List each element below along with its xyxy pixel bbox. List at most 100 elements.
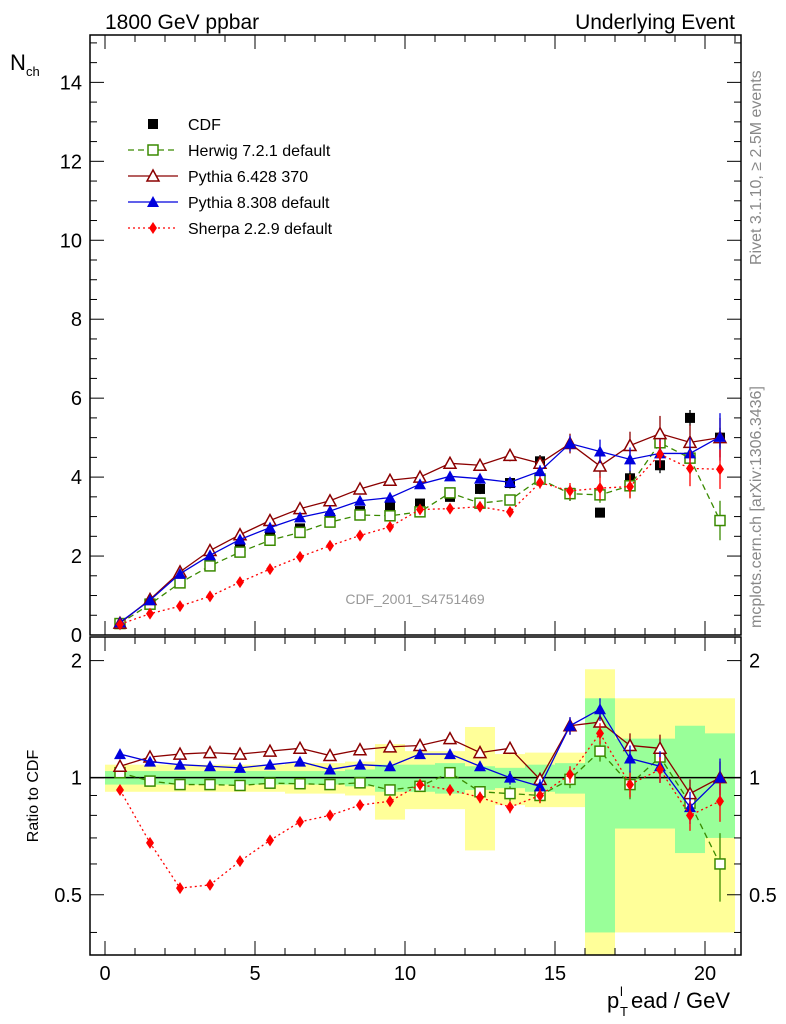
legend-label: CDF <box>188 117 221 134</box>
ratio-point <box>234 761 246 773</box>
ratio-point <box>206 878 214 891</box>
data-point <box>384 510 396 522</box>
data-point <box>116 618 124 631</box>
ratio-point <box>354 777 366 789</box>
ratio-point <box>594 745 606 757</box>
data-point <box>444 487 456 499</box>
data-point <box>536 476 544 489</box>
ratio-point <box>714 858 726 870</box>
series-line <box>119 453 721 625</box>
y-tick-label: 10 <box>60 230 82 252</box>
y-tick-label: 12 <box>60 151 82 173</box>
legend-entry: CDF <box>148 117 221 134</box>
ratio-point <box>386 795 394 808</box>
ratio-point <box>502 740 518 755</box>
ratio-y-tick-label-left: 1 <box>71 768 82 790</box>
data-point <box>264 521 276 533</box>
ratio-point <box>624 752 636 764</box>
data-point <box>382 472 398 487</box>
main-ylabel-sub: ch <box>26 64 40 79</box>
ratio-series-pythia-8-308-default <box>114 698 726 825</box>
data-point <box>322 493 338 507</box>
ratio-point <box>416 778 424 791</box>
ratio-point <box>716 795 724 808</box>
data-point <box>356 529 364 542</box>
x-tick-label: 15 <box>544 963 566 985</box>
ratio-point <box>174 758 186 770</box>
ratio-point <box>382 739 398 753</box>
data-point <box>294 511 306 523</box>
ratio-point <box>472 745 488 759</box>
ratio-point <box>266 834 274 847</box>
legend-label: Pythia 8.308 default <box>188 195 330 212</box>
data-point <box>596 482 604 495</box>
data-point <box>176 600 184 613</box>
data-point <box>446 502 454 515</box>
data-point <box>652 426 668 440</box>
ratio-point <box>714 771 726 783</box>
data-point <box>716 463 724 476</box>
data-point <box>204 560 216 572</box>
legend-label: Sherpa 2.2.9 default <box>188 221 333 238</box>
ratio-point <box>384 760 396 772</box>
ratio-point <box>596 727 604 740</box>
ratio-point <box>534 780 546 792</box>
y-tick-label: 4 <box>71 467 82 489</box>
data-point <box>442 455 458 470</box>
ratio-point <box>354 758 366 770</box>
data-point <box>414 478 426 490</box>
data-point <box>566 484 574 497</box>
xlabel-l: l <box>620 984 623 999</box>
analysis-watermark: CDF_2001_S4751469 <box>345 591 485 607</box>
ratio-point <box>262 743 278 757</box>
ratio-point <box>566 768 574 781</box>
ratio-point <box>116 783 124 796</box>
ratio-point <box>326 809 334 822</box>
y-tick-label: 8 <box>71 309 82 331</box>
data-point <box>502 447 518 462</box>
data-point <box>444 470 456 482</box>
data-point <box>476 500 484 513</box>
data-point <box>324 505 336 517</box>
data-point <box>204 549 216 561</box>
xlabel-t: T <box>620 1004 628 1019</box>
data-point <box>686 462 694 475</box>
legend-marker <box>149 222 157 234</box>
x-tick-label: 10 <box>394 963 416 985</box>
ratio-point <box>504 787 516 800</box>
legend-label: Pythia 6.428 370 <box>188 169 308 186</box>
ratio-point <box>176 882 184 895</box>
legend-entry: Pythia 6.428 370 <box>128 168 308 186</box>
ratio-point <box>264 777 276 789</box>
ratio-point <box>146 836 154 849</box>
ratio-point <box>204 760 216 772</box>
data-point <box>595 507 605 518</box>
y-tick-label: 6 <box>71 388 82 410</box>
ratio-point <box>414 748 426 760</box>
data-point <box>504 476 516 488</box>
ratio-point <box>446 783 454 796</box>
main-plot: 0 2 4 6 8 10 12 14 <box>60 34 742 647</box>
ratio-point <box>324 778 336 791</box>
data-point <box>384 491 396 503</box>
ratio-point <box>594 703 606 715</box>
data-point <box>352 481 368 495</box>
data-point <box>264 534 276 547</box>
x-tick-label: 0 <box>99 963 110 985</box>
mcplots-label: mcplots.cern.ch [arXiv:1306.3436] <box>748 386 765 628</box>
ratio-y-tick-label-left: 0.5 <box>54 885 82 907</box>
data-point <box>714 430 726 442</box>
data-point <box>144 594 156 606</box>
legend-entry: Herwig 7.2.1 default <box>128 143 331 160</box>
legend-marker <box>147 144 159 156</box>
data-point <box>594 445 606 457</box>
ratio-point <box>444 766 456 779</box>
data-point <box>475 483 485 494</box>
ratio-point <box>444 748 456 760</box>
legend-entry: Pythia 8.308 default <box>128 195 330 212</box>
data-point <box>472 457 488 472</box>
ratio-point <box>322 747 338 762</box>
ratio-point <box>232 746 248 760</box>
data-point <box>685 412 695 423</box>
ratio-point <box>112 758 128 773</box>
